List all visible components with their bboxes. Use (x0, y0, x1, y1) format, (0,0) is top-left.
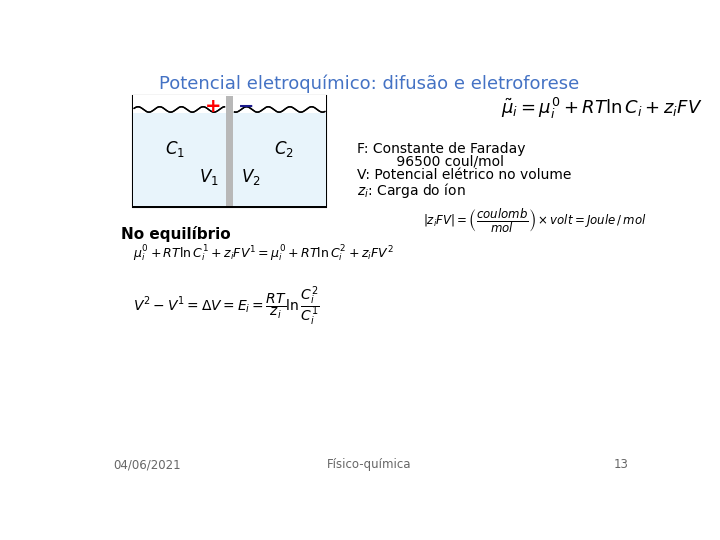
Bar (225, 96, 233, 206)
Text: $C_1$: $C_1$ (166, 139, 185, 159)
Text: 04/06/2021: 04/06/2021 (113, 458, 181, 471)
Bar (132, 96, 326, 207)
Text: $\mu_i^0 + RT \ln C_i^1 + z_i FV^1 = \mu_i^0 + RT \ln C_i^2 + z_i FV^2$: $\mu_i^0 + RT \ln C_i^1 + z_i FV^1 = \mu… (132, 244, 393, 264)
Text: $V^2 - V^1 = \Delta V = E_i = \dfrac{RT}{z_i} \ln \dfrac{C_i^2}{C_i^1}$: $V^2 - V^1 = \Delta V = E_i = \dfrac{RT}… (132, 284, 320, 328)
Bar (133, 95, 325, 113)
Text: $C_2$: $C_2$ (274, 139, 294, 159)
Text: $|z_i FV| = \left(\dfrac{coulomb}{mol}\right) \times volt = Joule\,/\,mol$: $|z_i FV| = \left(\dfrac{coulomb}{mol}\r… (423, 207, 647, 235)
Text: +: + (205, 97, 222, 116)
Text: No equilíbrio: No equilíbrio (121, 226, 230, 242)
Text: $V_1$: $V_1$ (199, 167, 218, 187)
Bar (133, 96, 325, 206)
Text: −: − (238, 97, 254, 116)
Text: 96500 coul/mol: 96500 coul/mol (357, 155, 505, 169)
Text: Potencial eletroquímico: difusão e eletroforese: Potencial eletroquímico: difusão e eletr… (159, 74, 579, 92)
Text: $V_2$: $V_2$ (240, 167, 260, 187)
Text: Físico-química: Físico-química (327, 458, 411, 471)
Text: V: Potencial elétrico no volume: V: Potencial elétrico no volume (357, 168, 572, 182)
Bar (225, 96, 233, 206)
Text: $\tilde{\mu}_i = \mu_i^0 + RT \ln C_i + z_i FV$: $\tilde{\mu}_i = \mu_i^0 + RT \ln C_i + … (500, 96, 702, 121)
Text: $z_i$: Carga do íon: $z_i$: Carga do íon (357, 181, 466, 200)
Text: F: Constante de Faraday: F: Constante de Faraday (357, 142, 526, 156)
Text: 13: 13 (613, 458, 629, 471)
